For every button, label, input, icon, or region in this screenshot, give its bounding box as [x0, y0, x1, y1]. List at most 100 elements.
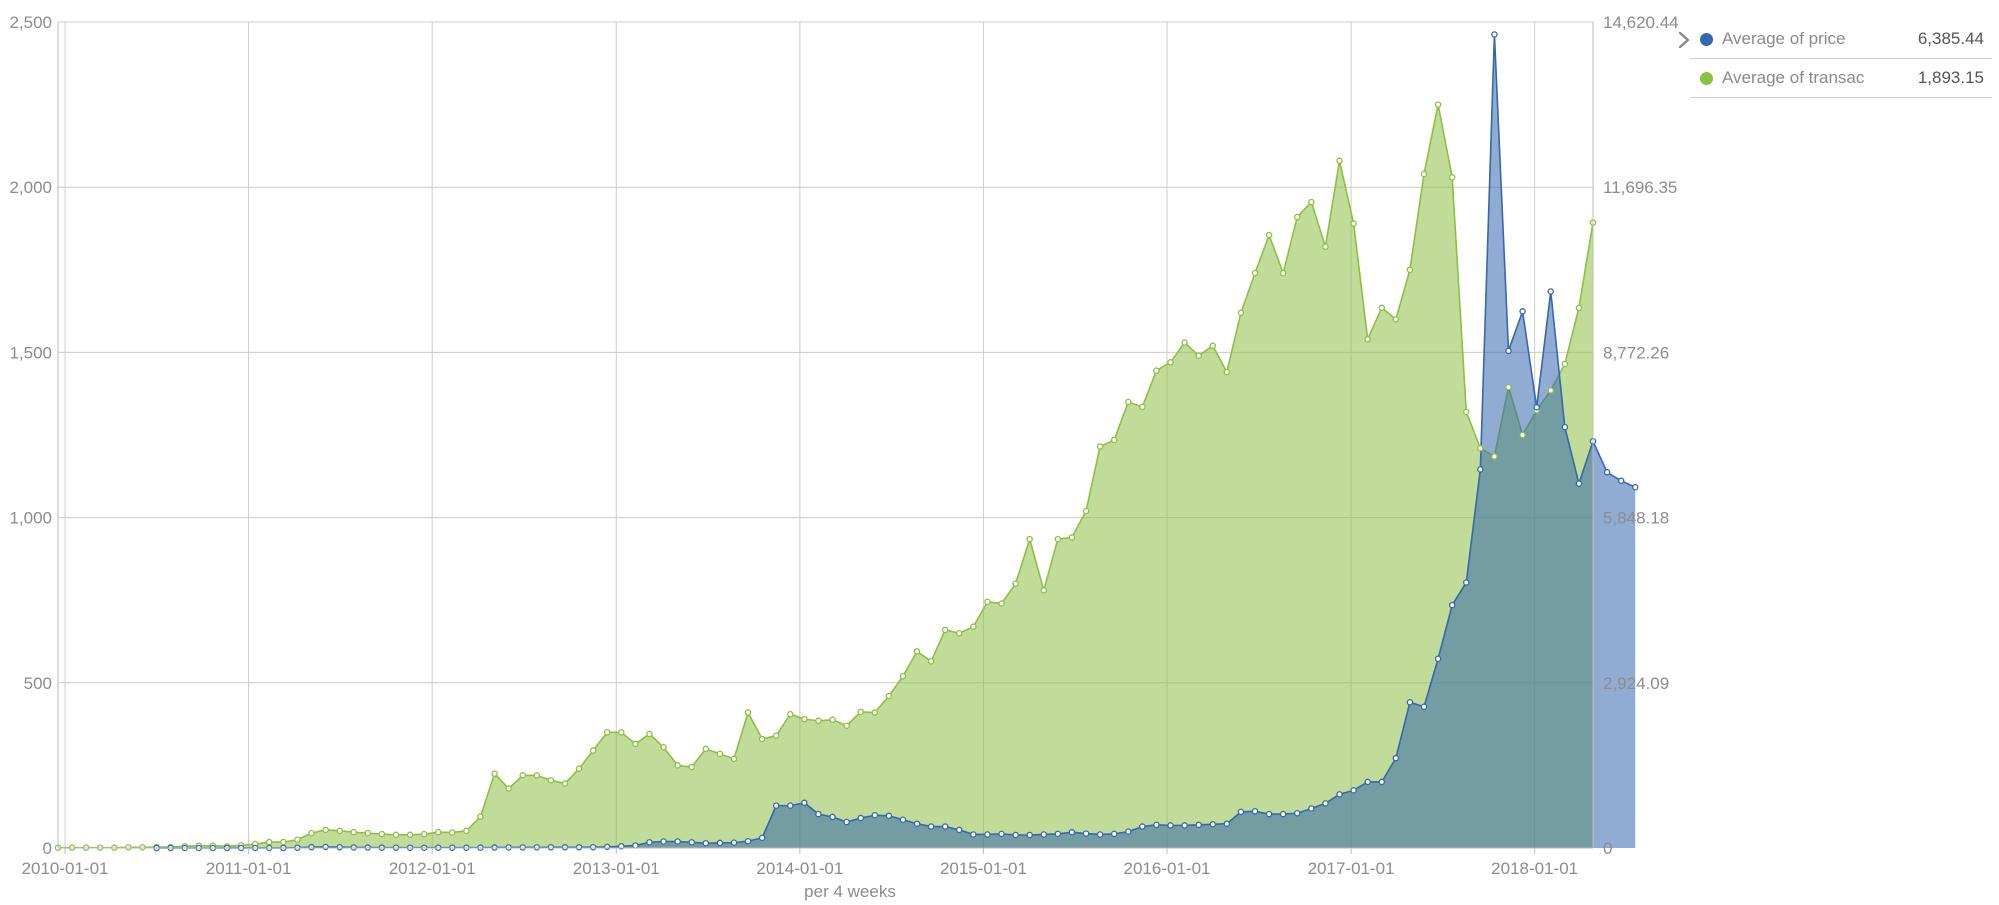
chevron-right-icon[interactable]	[1676, 30, 1692, 50]
point-price[interactable]	[1068, 828, 1076, 836]
point-price[interactable]	[1617, 477, 1625, 485]
point-transactions[interactable]	[1547, 387, 1555, 394]
point-price[interactable]	[1505, 347, 1512, 355]
point-price[interactable]	[730, 839, 738, 846]
point-transactions[interactable]	[1040, 587, 1048, 594]
point-price[interactable]	[561, 844, 569, 851]
point-transactions[interactable]	[420, 830, 428, 838]
point-price[interactable]	[1294, 810, 1301, 817]
point-price[interactable]	[956, 826, 963, 834]
point-transactions[interactable]	[449, 829, 456, 836]
point-price[interactable]	[308, 843, 315, 851]
point-price[interactable]	[927, 823, 935, 830]
point-price[interactable]	[716, 839, 724, 847]
point-price[interactable]	[1308, 805, 1315, 812]
point-transactions[interactable]	[1181, 339, 1188, 346]
point-transactions[interactable]	[125, 844, 132, 851]
point-transactions[interactable]	[1308, 198, 1315, 206]
point-price[interactable]	[984, 831, 991, 838]
point-transactions[interactable]	[885, 692, 893, 700]
point-price[interactable]	[632, 842, 639, 849]
point-price[interactable]	[702, 839, 710, 847]
point-transactions[interactable]	[1223, 368, 1231, 376]
point-price[interactable]	[941, 823, 949, 830]
point-transactions[interactable]	[308, 829, 315, 837]
point-price[interactable]	[547, 844, 555, 851]
point-transactions[interactable]	[350, 828, 357, 836]
point-price[interactable]	[871, 811, 879, 819]
point-transactions[interactable]	[1519, 431, 1526, 439]
point-transactions[interactable]	[603, 729, 611, 736]
point-price[interactable]	[829, 813, 836, 821]
point-transactions[interactable]	[1012, 580, 1019, 587]
point-transactions[interactable]	[322, 826, 329, 834]
point-price[interactable]	[336, 843, 343, 851]
point-transactions[interactable]	[1279, 269, 1287, 277]
point-transactions[interactable]	[1096, 443, 1104, 450]
point-transactions[interactable]	[1561, 360, 1569, 368]
point-transactions[interactable]	[1392, 316, 1400, 323]
point-price[interactable]	[575, 844, 583, 851]
point-price[interactable]	[1251, 808, 1259, 815]
point-price[interactable]	[1139, 823, 1146, 830]
point-transactions[interactable]	[1575, 304, 1583, 312]
point-transactions[interactable]	[646, 730, 653, 738]
point-transactions[interactable]	[519, 772, 526, 779]
point-transactions[interactable]	[899, 672, 907, 680]
point-transactions[interactable]	[927, 658, 935, 665]
point-price[interactable]	[1209, 821, 1217, 828]
point-price[interactable]	[1237, 808, 1245, 816]
point-transactions[interactable]	[618, 729, 625, 736]
point-transactions[interactable]	[491, 770, 498, 777]
point-transactions[interactable]	[688, 763, 695, 771]
point-transactions[interactable]	[477, 813, 484, 820]
point-price[interactable]	[885, 812, 893, 820]
point-price[interactable]	[1322, 800, 1329, 807]
point-price[interactable]	[533, 844, 541, 851]
point-transactions[interactable]	[1209, 342, 1217, 350]
legend-item-transactions[interactable]: Average of transac 1,893.15	[1690, 59, 1992, 98]
point-price[interactable]	[1519, 308, 1526, 315]
point-price[interactable]	[1223, 820, 1231, 827]
point-price[interactable]	[787, 802, 794, 809]
point-price[interactable]	[688, 839, 695, 846]
point-transactions[interactable]	[1378, 304, 1386, 312]
point-price[interactable]	[1448, 601, 1456, 609]
point-price[interactable]	[660, 838, 667, 845]
point-transactions[interactable]	[632, 740, 639, 748]
point-transactions[interactable]	[815, 717, 822, 725]
point-transactions[interactable]	[1420, 170, 1428, 178]
point-transactions[interactable]	[1477, 444, 1484, 452]
point-price[interactable]	[1575, 480, 1583, 487]
point-transactions[interactable]	[1448, 174, 1456, 181]
point-transactions[interactable]	[1350, 220, 1357, 227]
point-transactions[interactable]	[547, 777, 555, 784]
point-price[interactable]	[772, 802, 780, 809]
point-transactions[interactable]	[336, 827, 343, 835]
point-price[interactable]	[843, 818, 850, 826]
point-price[interactable]	[350, 844, 357, 851]
point-price[interactable]	[1012, 831, 1019, 839]
point-transactions[interactable]	[1251, 269, 1259, 277]
point-transactions[interactable]	[294, 836, 301, 843]
point-transactions[interactable]	[702, 745, 710, 753]
point-transactions[interactable]	[801, 715, 808, 723]
point-transactions[interactable]	[1125, 398, 1132, 406]
point-price[interactable]	[1378, 778, 1386, 786]
point-transactions[interactable]	[1322, 243, 1329, 250]
point-price[interactable]	[674, 838, 681, 845]
point-transactions[interactable]	[406, 831, 414, 839]
point-transactions[interactable]	[1237, 309, 1245, 316]
point-price[interactable]	[1279, 810, 1287, 818]
point-transactions[interactable]	[1364, 335, 1371, 343]
point-price[interactable]	[1491, 31, 1498, 38]
point-transactions[interactable]	[392, 831, 400, 839]
point-transactions[interactable]	[758, 735, 766, 743]
point-transactions[interactable]	[1153, 367, 1160, 374]
point-transactions[interactable]	[829, 716, 836, 724]
point-price[interactable]	[1392, 754, 1400, 762]
point-price[interactable]	[1040, 831, 1048, 838]
point-transactions[interactable]	[1336, 157, 1343, 165]
point-price[interactable]	[1181, 822, 1188, 829]
point-price[interactable]	[1547, 288, 1555, 295]
